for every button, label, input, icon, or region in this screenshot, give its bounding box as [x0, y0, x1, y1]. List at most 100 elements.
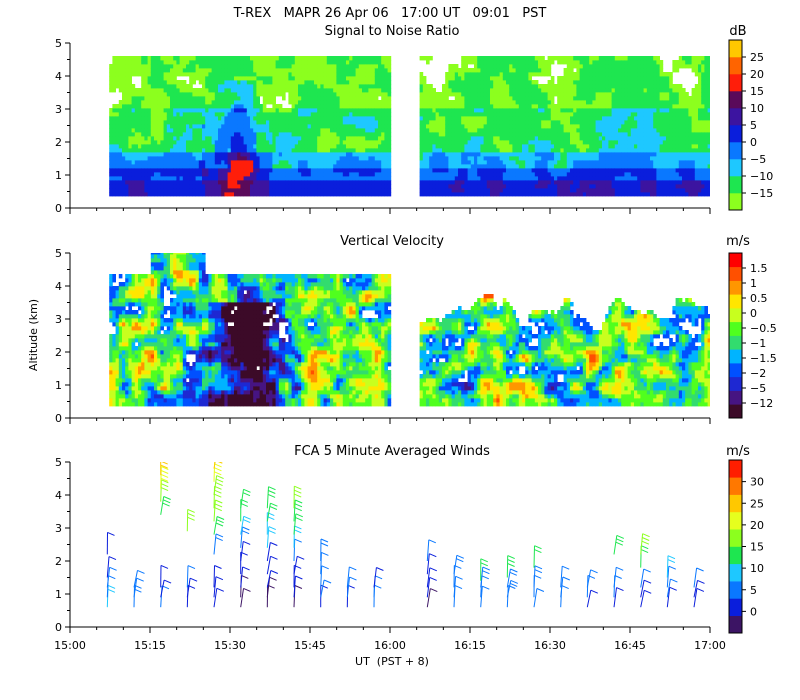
snr-cell: [496, 84, 500, 89]
snr-cell: [336, 128, 340, 133]
snr-cell: [122, 100, 126, 105]
snr-cell: [278, 92, 283, 97]
snr-cell: [598, 180, 603, 185]
snr-cell: [182, 104, 187, 109]
snr-cell: [192, 192, 196, 197]
snr-cell: [365, 84, 369, 89]
snr-cell: [250, 192, 254, 197]
snr-cell: [432, 132, 436, 137]
snr-cell: [320, 84, 324, 89]
snr-cell: [534, 120, 539, 125]
snr-cell: [362, 68, 366, 73]
snr-cell: [566, 80, 571, 85]
snr-cell: [186, 184, 190, 189]
snr-cell: [496, 184, 500, 189]
snr-cell: [461, 56, 465, 61]
snr-cell: [435, 144, 440, 149]
snr-cell: [330, 80, 334, 85]
snr-cell: [131, 56, 136, 61]
snr-cell: [461, 168, 465, 173]
snr-cell: [557, 168, 561, 173]
snr-cell: [163, 88, 168, 93]
snr-cell: [234, 104, 238, 109]
snr-cell: [192, 128, 196, 133]
snr-cell: [170, 116, 174, 121]
snr-cell: [211, 68, 216, 73]
snr-cell: [336, 124, 340, 129]
snr-cell: [589, 148, 593, 153]
snr-cell: [522, 188, 526, 193]
snr-cell: [282, 148, 286, 153]
snr-cell: [278, 64, 283, 69]
snr-cell: [125, 116, 129, 121]
snr-cell: [301, 124, 305, 129]
snr-cell: [314, 92, 318, 97]
snr-cell: [278, 156, 283, 161]
snr-cell: [378, 108, 382, 113]
snr-cell: [237, 68, 241, 73]
snr-cell: [179, 100, 184, 105]
snr-cell: [346, 56, 350, 61]
snr-cell: [189, 120, 193, 125]
snr-cell: [538, 72, 542, 77]
snr-cell: [541, 184, 545, 189]
snr-cell: [326, 88, 331, 93]
snr-cell: [192, 156, 196, 161]
snr-cell: [426, 164, 430, 169]
snr-cell: [362, 156, 366, 161]
snr-cell: [240, 88, 244, 93]
snr-cell: [278, 112, 283, 117]
snr-cell: [595, 108, 600, 113]
snr-cell: [122, 76, 126, 81]
snr-cell: [429, 56, 433, 61]
snr-cell: [451, 152, 456, 157]
snr-cell: [141, 144, 145, 149]
snr-cell: [275, 156, 280, 161]
snr-cell: [496, 140, 500, 145]
snr-cell: [256, 104, 260, 109]
snr-cell: [374, 112, 379, 117]
snr-cell: [518, 104, 523, 109]
snr-cell: [326, 180, 331, 185]
snr-cell: [518, 132, 523, 137]
snr-cell: [134, 148, 139, 153]
snr-cell: [346, 176, 350, 181]
snr-cell: [298, 88, 302, 93]
snr-cell: [509, 104, 513, 109]
snr-cell: [256, 56, 260, 61]
snr-cell: [173, 76, 177, 81]
snr-cell: [458, 164, 462, 169]
snr-cell: [349, 92, 353, 97]
snr-cell: [221, 56, 225, 61]
snr-cell: [208, 88, 212, 93]
snr-cell: [278, 116, 283, 121]
snr-cell: [112, 148, 116, 153]
snr-cell: [387, 140, 392, 145]
snr-cell: [518, 136, 523, 141]
snr-cell: [470, 168, 475, 173]
snr-cell: [374, 164, 379, 169]
snr-cell: [186, 160, 190, 165]
snr-cell: [426, 108, 430, 113]
snr-cell: [528, 60, 532, 65]
snr-cell: [554, 156, 558, 161]
snr-cell: [355, 76, 360, 81]
snr-cell: [125, 144, 129, 149]
snr-cell: [118, 68, 123, 73]
snr-cell: [320, 140, 324, 145]
snr-cell: [301, 60, 305, 65]
snr-cell: [144, 152, 148, 157]
snr-cell: [474, 108, 478, 113]
snr-cell: [426, 160, 430, 165]
snr-cell: [352, 92, 356, 97]
snr-cell: [419, 112, 424, 117]
snr-cell: [458, 100, 462, 105]
snr-cell: [480, 120, 484, 125]
snr-cell: [118, 124, 123, 129]
snr-cell: [570, 60, 574, 65]
snr-cell: [538, 184, 542, 189]
snr-cell: [579, 80, 584, 85]
snr-cell: [365, 104, 369, 109]
snr-cell: [214, 184, 219, 189]
snr-cell: [355, 60, 360, 65]
